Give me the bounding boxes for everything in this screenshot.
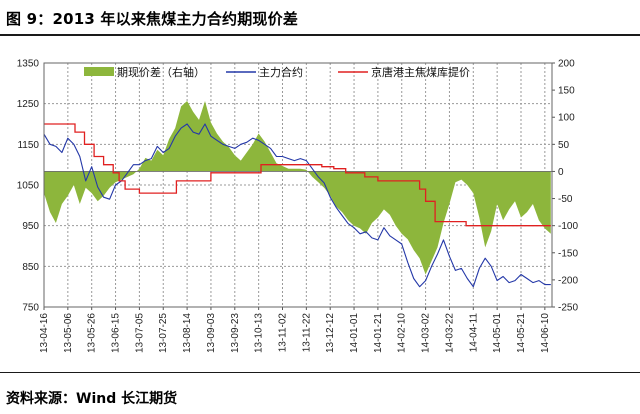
y-right-tick-label: -50 [558,194,573,205]
x-tick-label: 14-03-22 [444,313,455,353]
x-tick-label: 13-10-13 [254,313,265,353]
x-tick-label: 13-11-02 [277,313,288,353]
x-tick-label: 13-07-25 [158,313,169,353]
source-note: 资料来源：Wind 长江期货 [6,391,178,407]
x-tick-label: 14-05-21 [516,313,527,353]
y-left-tick-label: 1050 [17,181,40,192]
x-tick-label: 14-05-01 [492,313,503,353]
plot-frame [43,62,553,308]
y-left-tick-label: 1350 [17,59,40,70]
y-left-tick-label: 1250 [17,99,40,110]
x-tick-label: 14-01-01 [349,313,360,353]
x-tick-label: 13-12-12 [325,313,336,353]
x-tick-label: 13-11-22 [301,313,312,353]
x-tick-label: 13-04-16 [39,313,50,353]
y-right-tick-label: -200 [558,275,578,286]
y-right-tick-label: -250 [558,303,578,314]
y-left-tick-label: 850 [22,262,39,273]
x-tick-label: 14-03-02 [421,313,432,353]
y-right-tick-label: 200 [558,59,575,70]
y-right-tick-label: 100 [558,113,575,124]
legend-swatch [84,67,114,76]
y-left-tick-label: 950 [22,221,39,232]
legend-label: 主力合约 [259,65,303,79]
jingtang-coking-coal-price-line [44,123,551,227]
y-right-tick-label: 50 [558,140,570,151]
legend-label: 期现价差（右轴） [117,65,205,79]
legend-item-main-contract: 主力合约 [226,65,303,79]
y-right-tick-label: 150 [558,86,575,97]
y-right-tick-label: 0 [558,167,564,178]
main-contract-line [43,123,551,288]
x-tick-label: 13-06-15 [111,313,122,353]
bottom-divider [0,372,640,373]
x-tick-label: 13-08-14 [182,313,193,353]
grid [43,62,552,308]
price-spread-chart: 750 850 950 1050 1150 1250 1350 -250 -200 -150 -10… [17,59,579,354]
legend: 期现价差（右轴） 主力合约 京唐港主焦煤库提价 [84,65,470,79]
legend-item-spread: 期现价差（右轴） [84,65,205,79]
y-left-tick-label: 1150 [17,140,39,151]
x-tick-label: 13-07-05 [134,313,145,353]
line-series [43,123,551,288]
chart-title: 图 9：2013 年以来焦煤主力合约期现价差 [6,10,299,28]
y-right-tick-label: -150 [558,248,578,259]
x-tick-label: 14-04-11 [468,313,479,353]
y-left-tick-label: 750 [22,303,39,314]
legend-label: 京唐港主焦煤库提价 [371,65,470,79]
x-tick-label: 13-05-06 [63,313,74,353]
top-divider [0,34,640,36]
x-tick-label: 13-09-23 [230,313,241,353]
x-tick-label: 14-02-10 [397,313,408,353]
axes: 750 850 950 1050 1150 1250 1350 -250 -200 -150 -10… [17,59,579,354]
legend-item-jingtang-price: 京唐港主焦煤库提价 [338,65,470,79]
x-tick-label: 13-05-26 [87,313,98,353]
x-tick-label: 13-09-03 [206,313,217,353]
y-right-tick-label: -100 [558,221,578,232]
x-tick-label: 14-01-21 [373,313,384,353]
x-tick-label: 14-06-10 [540,313,551,353]
